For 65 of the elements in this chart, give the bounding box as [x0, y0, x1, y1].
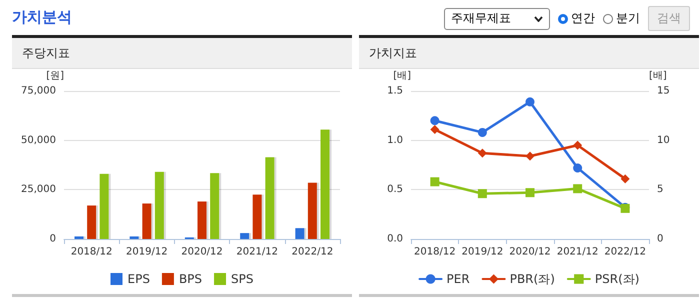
- bar: [130, 236, 139, 239]
- legend-label: EPS: [128, 272, 150, 286]
- x-tick-label: 2021/12: [236, 246, 278, 258]
- y-axis-title: [배]: [393, 70, 412, 82]
- point: [573, 184, 582, 194]
- point: [526, 97, 534, 106]
- y-tick-label: 1.5: [387, 86, 403, 96]
- legend-label: PBR(좌): [510, 272, 555, 286]
- x-tick-label: 2018/12: [414, 246, 456, 258]
- y-tick-label: 75,000: [21, 86, 56, 96]
- y2-tick-label: 0: [657, 234, 664, 244]
- bar: [320, 130, 330, 239]
- text: 연간: [571, 10, 595, 27]
- point: [620, 174, 630, 184]
- dropdown-field: 주재무제표: [444, 8, 550, 30]
- y-tick-label: 1.0: [387, 134, 403, 146]
- y2-tick-label: 10: [657, 134, 670, 146]
- x-tick-label: 2020/12: [509, 246, 551, 258]
- y2-tick-label: 5: [657, 184, 664, 196]
- bar: [100, 174, 109, 239]
- point: [430, 124, 440, 134]
- x-tick-label: 2018/12: [70, 246, 112, 258]
- legend-label: PER: [446, 272, 470, 286]
- bar: [210, 173, 220, 239]
- point: [573, 163, 582, 172]
- x-tick-label: 2019/12: [126, 246, 168, 258]
- bar: [240, 233, 250, 239]
- point: [478, 189, 487, 198]
- bar: [154, 172, 164, 239]
- bar: [142, 203, 152, 239]
- bar: [74, 236, 84, 239]
- y2-axis-title: [배]: [649, 70, 667, 82]
- y-tick-label: 0.5: [387, 184, 403, 196]
- point: [478, 148, 487, 158]
- y-tick-label: 0.0: [387, 234, 403, 244]
- y-tick-label: 25,000: [21, 184, 56, 196]
- text: 가치분석: [12, 8, 72, 27]
- bar: [308, 182, 317, 239]
- chart-title: 주당지표: [12, 38, 352, 69]
- bar: [87, 205, 96, 239]
- point: [430, 177, 440, 186]
- bar: [265, 157, 274, 239]
- x-tick-label: 2021/12: [556, 246, 598, 258]
- bar: [252, 194, 262, 239]
- bar: [295, 228, 304, 239]
- y-tick-label: 0: [50, 234, 56, 244]
- search-button: 검색: [648, 6, 690, 31]
- chart-title: 가치지표: [359, 38, 699, 69]
- y-tick-label: 50,000: [21, 134, 56, 146]
- bar: [198, 202, 206, 239]
- x-tick-label: 2020/12: [181, 246, 223, 258]
- y2-tick-label: 15: [657, 86, 670, 96]
- y-axis-title: [원]: [46, 70, 64, 82]
- legend-label: SPS: [231, 272, 254, 286]
- text: 분기: [616, 10, 640, 27]
- x-tick-label: 2022/12: [604, 246, 646, 258]
- legend-label: PSR(좌): [594, 272, 640, 286]
- point: [478, 128, 487, 137]
- x-tick-label: 2022/12: [292, 246, 334, 258]
- legend-label: BPS: [178, 272, 202, 286]
- point: [430, 116, 440, 126]
- x-tick-label: 2019/12: [462, 246, 504, 258]
- point: [573, 140, 582, 150]
- point: [526, 152, 534, 161]
- point: [526, 188, 534, 198]
